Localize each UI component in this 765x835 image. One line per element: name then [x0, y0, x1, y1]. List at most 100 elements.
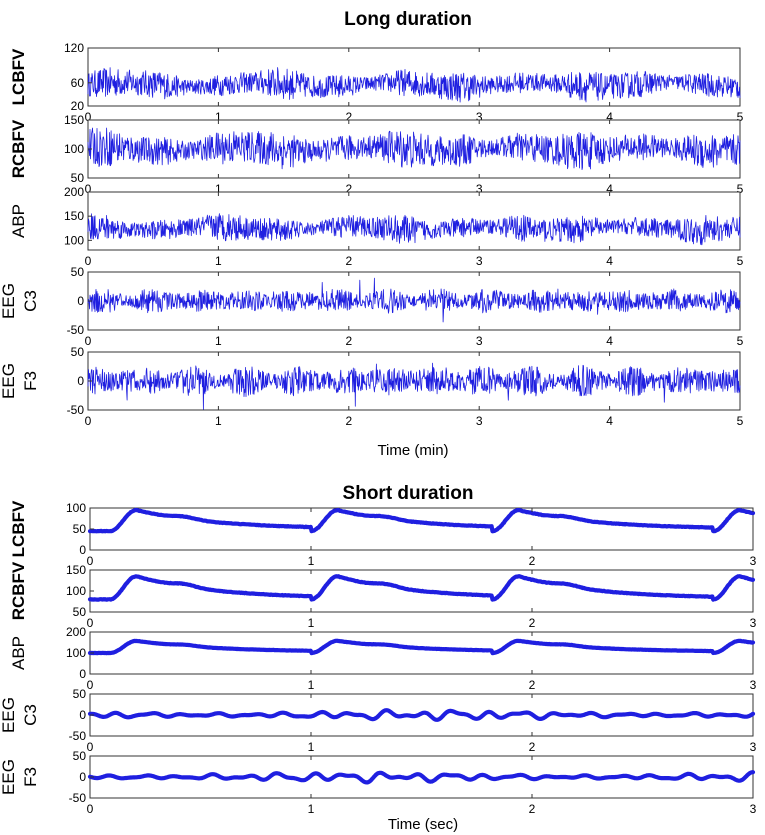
x-tick-label: 1 [308, 802, 315, 816]
x-tick-label: 5 [737, 334, 744, 348]
x-tick-label: 3 [750, 554, 757, 568]
x-tick-label: 4 [606, 334, 613, 348]
x-tick-label: 5 [737, 110, 744, 124]
y-tick-label: 100 [66, 584, 86, 598]
signal-trace [87, 507, 756, 534]
signal-trace [87, 213, 741, 246]
x-tick-label: 1 [215, 182, 222, 196]
y-tick-label: 150 [64, 113, 84, 127]
y-tick-label: 0 [79, 770, 86, 784]
x-tick-label: 0 [87, 554, 94, 568]
y-tick-label: 100 [66, 501, 86, 515]
short-panel-rcbfv: 50 100 150 0 1 2 3 RCBFV [9, 561, 757, 630]
short-panel-abp: 0 100 200 0 1 2 3 ABP [9, 625, 757, 692]
x-tick-label: 2 [345, 254, 352, 268]
x-tick-label: 3 [476, 334, 483, 348]
x-tick-label: 5 [737, 182, 744, 196]
y-axis-label: EEG [0, 697, 18, 733]
x-tick-label: 3 [476, 182, 483, 196]
y-axis-label: LCBFV [9, 500, 28, 557]
y-tick-label: 50 [73, 522, 87, 536]
y-tick-label: -50 [69, 791, 87, 805]
y-tick-label: 120 [64, 41, 84, 55]
x-tick-label: 1 [308, 554, 315, 568]
x-tick-label: 0 [85, 182, 92, 196]
y-axis-label: F3 [21, 371, 40, 391]
x-tick-label: 3 [750, 678, 757, 692]
y-tick-label: 50 [73, 605, 87, 619]
y-axis-label: C3 [21, 704, 40, 726]
y-tick-label: 100 [64, 142, 84, 156]
signal-trace [87, 277, 741, 323]
y-axis-label: EEG [0, 283, 18, 319]
x-tick-label: 5 [737, 414, 744, 428]
x-tick-label: 1 [215, 414, 222, 428]
x-tick-label: 1 [308, 678, 315, 692]
y-tick-label: 50 [73, 749, 87, 763]
x-tick-label: 2 [529, 554, 536, 568]
x-tick-label: 3 [476, 110, 483, 124]
x-tick-label: 5 [737, 254, 744, 268]
x-tick-label: 2 [529, 678, 536, 692]
y-tick-label: 60 [71, 76, 85, 90]
x-tick-label: 4 [606, 414, 613, 428]
x-tick-label: 1 [215, 254, 222, 268]
plot-frame [89, 507, 754, 551]
y-tick-label: 0 [79, 708, 86, 722]
x-tick-label: 0 [87, 802, 94, 816]
y-tick-label: 0 [79, 543, 86, 557]
y-tick-label: 0 [79, 667, 86, 681]
signal-trace [87, 574, 756, 602]
x-tick-label: 2 [529, 616, 536, 630]
y-tick-label: 50 [71, 265, 85, 279]
signal-trace [87, 770, 756, 785]
y-axis-label: ABP [9, 636, 28, 670]
x-tick-label: 0 [85, 254, 92, 268]
y-axis-label: RCBFV [9, 561, 28, 620]
x-tick-label: 2 [345, 182, 352, 196]
signal-trace [87, 362, 741, 410]
y-axis-label: EEG [0, 759, 18, 795]
y-tick-label: 50 [73, 687, 87, 701]
x-tick-label: 0 [85, 414, 92, 428]
x-tick-label: 3 [750, 802, 757, 816]
y-axis-label: LCBFV [9, 48, 28, 105]
short-panel-lcbfv: 0 50 100 0 1 2 3 LCBFV [9, 500, 757, 568]
x-tick-label: 2 [529, 740, 536, 754]
signal-trace [87, 708, 756, 722]
y-tick-label: 0 [77, 294, 84, 308]
x-tick-label: 0 [87, 740, 94, 754]
x-tick-label: 1 [308, 740, 315, 754]
x-tick-label: 4 [606, 254, 613, 268]
signal-trace [87, 127, 741, 171]
plot-frame [89, 631, 754, 675]
y-tick-label: 50 [71, 345, 85, 359]
x-tick-label: 3 [750, 740, 757, 754]
y-axis-label: ABP [9, 204, 28, 238]
y-tick-label: 200 [64, 185, 84, 199]
x-tick-label: 3 [750, 616, 757, 630]
x-tick-label: 0 [87, 616, 94, 630]
signal-trace [87, 638, 756, 656]
y-tick-label: 20 [71, 99, 85, 113]
y-tick-label: 100 [66, 646, 86, 660]
y-axis-label: RCBFV [9, 119, 28, 178]
long-x-axis-title: Time (min) [377, 442, 448, 459]
x-tick-label: 1 [215, 334, 222, 348]
x-tick-label: 4 [606, 110, 613, 124]
x-tick-label: 2 [345, 334, 352, 348]
x-tick-label: 2 [345, 110, 352, 124]
y-tick-label: -50 [69, 729, 87, 743]
y-tick-label: -50 [67, 323, 85, 337]
x-tick-label: 1 [215, 110, 222, 124]
short-x-axis-title: Time (sec) [388, 816, 458, 833]
y-axis-label: F3 [21, 767, 40, 787]
x-tick-label: 0 [85, 110, 92, 124]
